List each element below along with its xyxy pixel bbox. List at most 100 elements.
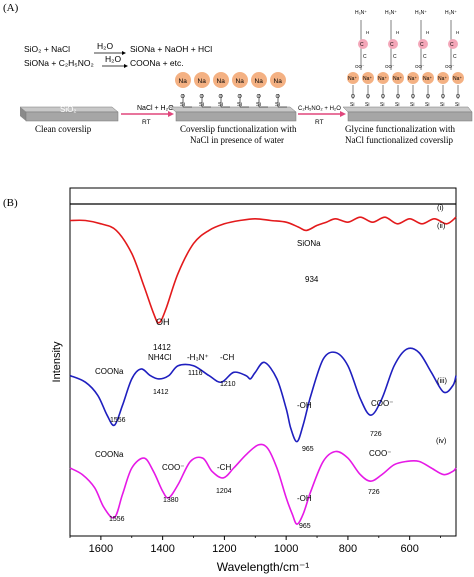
si-atom: Si bbox=[395, 102, 399, 108]
spectrum-line-iv bbox=[69, 443, 457, 525]
sodium-label: Na bbox=[217, 78, 226, 85]
annotation-coona-iii-peak: 1556 bbox=[110, 417, 126, 424]
annotation-coo-iii-label: COO⁻ bbox=[371, 399, 393, 408]
glycine-sphere bbox=[388, 39, 398, 49]
sodium-ion-label: Na⁺ bbox=[348, 76, 357, 82]
annotation-coo-iv2-label: COO⁻ bbox=[369, 449, 391, 458]
gly-slab-body bbox=[347, 111, 473, 122]
si-atom: Si bbox=[410, 102, 414, 108]
annotation-sioNa-peak: 934 bbox=[305, 275, 319, 284]
annotation-oh-iv-peak: 965 bbox=[299, 523, 311, 530]
oxygen-atom: O bbox=[238, 94, 243, 100]
x-tick-label: 600 bbox=[401, 543, 419, 555]
annotation-ch-iv-label: -CH bbox=[217, 463, 231, 472]
reaction2-arrowhead bbox=[124, 64, 128, 68]
si-atom: Si bbox=[380, 102, 384, 108]
slab-front bbox=[20, 107, 26, 121]
sodium-sphere bbox=[392, 72, 404, 84]
x-axis-label: Wavelength/cm⁻¹ bbox=[217, 560, 310, 574]
spectrum-line-iii bbox=[69, 347, 457, 443]
sodium-sphere bbox=[452, 72, 464, 84]
oxygen-atom: O bbox=[200, 94, 205, 100]
carbon-atom: C bbox=[363, 54, 367, 60]
x-tick-label: 1000 bbox=[274, 543, 298, 555]
x-tick-label: 1400 bbox=[150, 543, 174, 555]
carboxylate-label: OO⁻ bbox=[415, 64, 425, 69]
sodium-sphere bbox=[232, 72, 248, 88]
step1-condition: RT bbox=[142, 119, 151, 126]
si-atom: Si bbox=[199, 102, 204, 108]
series-label-ii: (ii) bbox=[437, 221, 446, 230]
annotation-nh4cl-label: NH4Cl bbox=[148, 353, 172, 362]
step1-arrow-group: NaCl + H₂O RT bbox=[121, 105, 174, 126]
reaction2-solvent: H₂O bbox=[105, 54, 121, 64]
panel-a-label: (A) bbox=[3, 2, 19, 14]
sodium-sphere bbox=[175, 72, 191, 88]
caption-glycine-line2: NaCl functionalized coverslip bbox=[345, 135, 453, 145]
annotation-nh4cl-peak: 1412 bbox=[153, 389, 169, 396]
annotations: SiONa 934 OH 1412 NH4Cl 1412 -H₃N⁺ 1116 … bbox=[95, 239, 393, 530]
sodium-sphere bbox=[362, 72, 374, 84]
panel-a: (A) SiO₂ + NaCl H₂O SiONa + NaOH + HCl S… bbox=[3, 2, 473, 145]
oxygen-atom: O bbox=[257, 94, 262, 100]
step1-arrowhead bbox=[168, 111, 174, 117]
annotation-coona-iii-label: COONa bbox=[95, 367, 124, 376]
sodium-sphere bbox=[213, 72, 229, 88]
annotation-coona-iv-label: COONa bbox=[95, 450, 124, 459]
caption-clean-coverslip: Clean coverslip bbox=[35, 124, 92, 134]
annotation-oh-iii-label: -OH bbox=[297, 401, 312, 410]
series-label-iv: (iv) bbox=[436, 436, 447, 445]
caption-glycine-line1: Glycine functionalization with bbox=[345, 124, 455, 134]
si-atom: Si bbox=[275, 102, 280, 108]
carbon-atom: C bbox=[450, 42, 454, 48]
annotation-h3n-peak: 1116 bbox=[188, 370, 203, 377]
glycine-sphere bbox=[418, 39, 428, 49]
reaction1-solvent: H₂O bbox=[97, 41, 113, 51]
oxygen-atom: O bbox=[181, 94, 186, 100]
series-label-i: (i) bbox=[437, 203, 444, 212]
sodium-ion-label: Na⁺ bbox=[453, 76, 462, 82]
annotation-coo-iv-peak: 1380 bbox=[163, 497, 179, 504]
sodium-label: Na bbox=[198, 78, 207, 85]
annotation-oh-peak: 1412 bbox=[153, 343, 171, 352]
sodium-sphere bbox=[194, 72, 210, 88]
annotation-coona-iv-peak: 1556 bbox=[109, 516, 125, 523]
si-atom: Si bbox=[365, 102, 369, 108]
annotation-oh-label: OH bbox=[156, 317, 170, 327]
si-atom: Si bbox=[350, 102, 354, 108]
step2-reagents: C₂H₅NO₂ + H₂O bbox=[298, 106, 341, 112]
annotation-sioNa-label: SiONa bbox=[297, 239, 321, 248]
si-atom: Si bbox=[218, 102, 223, 108]
sodium-row: Si O Na Si O Na Si O Na Si O Na Si O Na Si O Na bbox=[175, 72, 287, 108]
annotation-ch-iii-label: -CH bbox=[220, 353, 234, 362]
x-tick-label: 1600 bbox=[89, 543, 113, 555]
sodium-sphere bbox=[437, 72, 449, 84]
si-atom: Si bbox=[425, 102, 429, 108]
sodium-sphere bbox=[407, 72, 419, 84]
y-axis-label: Intensity bbox=[51, 341, 63, 382]
reaction1-products: SiONa + NaOH + HCl bbox=[130, 44, 212, 54]
si-atom: Si bbox=[440, 102, 444, 108]
reaction-scheme: SiO₂ + NaCl H₂O SiONa + NaOH + HCl SiONa… bbox=[24, 41, 212, 68]
carbon-atom: C bbox=[360, 42, 364, 48]
reaction1-reactants: SiO₂ + NaCl bbox=[24, 44, 70, 54]
sodium-label: Na bbox=[274, 78, 283, 85]
ammonium-label: H₃N⁺ bbox=[385, 10, 397, 16]
hydrogen-atom: H bbox=[456, 30, 459, 35]
functionalized-coverslip: Si O Na Si O Na Si O Na Si O Na Si O Na Si O Na Coverslip… bbox=[169, 72, 297, 145]
sodium-label: Na bbox=[236, 78, 245, 85]
reaction2-reactants: SiONa + C₂H₅NO₂ bbox=[24, 58, 94, 68]
annotation-ch-iv-peak: 1204 bbox=[216, 488, 232, 495]
carboxylate-label: OO⁻ bbox=[385, 64, 395, 69]
hydrogen-atom: H bbox=[426, 30, 429, 35]
reaction2-products: COONa + etc. bbox=[130, 58, 184, 68]
annotation-coo-iii-peak: 726 bbox=[370, 431, 382, 438]
glycine-sphere bbox=[448, 39, 458, 49]
annotation-h3n-label: -H₃N⁺ bbox=[187, 353, 209, 362]
ammonium-label: H₃N⁺ bbox=[355, 10, 367, 16]
carbon-atom: C bbox=[390, 42, 394, 48]
step2-condition: RT bbox=[315, 119, 324, 126]
si-atom: Si bbox=[180, 102, 185, 108]
carboxylate-label: OO⁻ bbox=[355, 64, 365, 69]
ammonium-label: H₃N⁺ bbox=[445, 10, 457, 16]
